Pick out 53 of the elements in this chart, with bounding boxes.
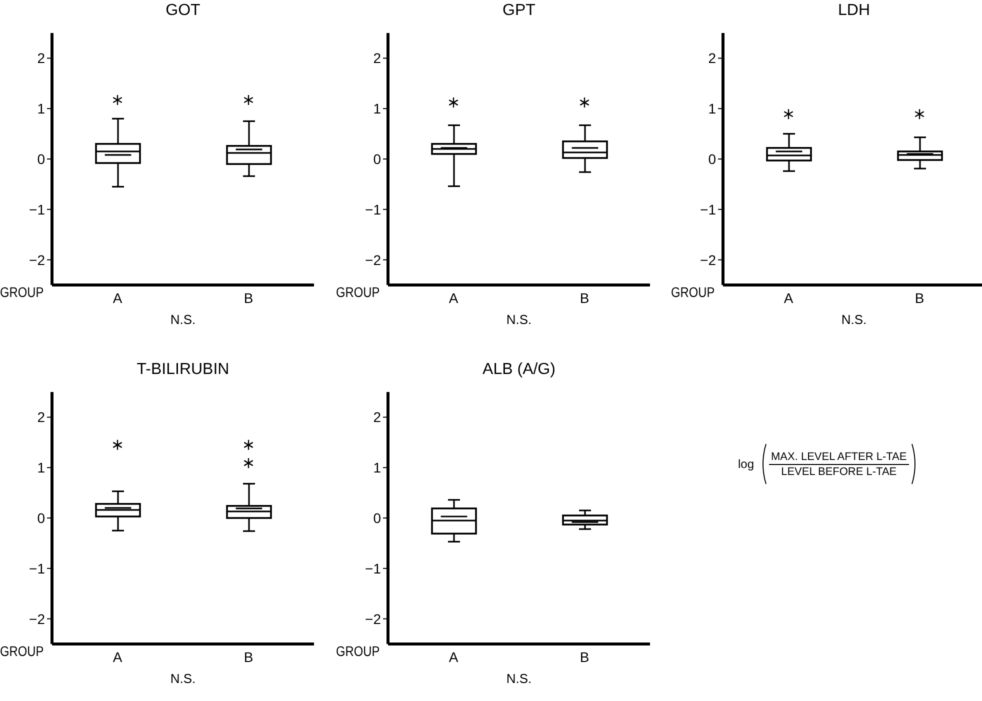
text: log (738, 457, 754, 471)
x-axis-title: GROUP (671, 284, 715, 300)
text: N.S. (505, 671, 533, 686)
y-tick-label: 1 (373, 100, 382, 117)
chart-title: T-BILIRUBIN (136, 361, 230, 379)
text: LEVEL BEFORE L-TAE (780, 464, 898, 478)
y-tick-label: −2 (365, 610, 382, 627)
x-tick-label: B (580, 648, 590, 665)
chart-title: ALB (A/G) (482, 361, 556, 379)
y-tick-label: 2 (37, 50, 46, 66)
chart-title: GOT (164, 2, 202, 20)
y-tick-label: 2 (708, 50, 716, 66)
y-tick-label: −1 (700, 201, 716, 218)
y-tick-label: 1 (373, 460, 382, 476)
text: N.S. (169, 312, 197, 327)
y-tick-label: 0 (708, 150, 716, 167)
x-tick-label: B (244, 648, 254, 665)
x-tick-label: B (244, 290, 254, 306)
x-tick-label: A (112, 290, 123, 306)
y-tick-label: 1 (37, 100, 46, 117)
y-tick-label: −2 (700, 252, 716, 268)
y-tick-label: 1 (708, 100, 716, 117)
x-tick-label: A (448, 290, 459, 306)
y-tick-label: −1 (365, 560, 382, 576)
x-axis-title: GROUP (0, 284, 44, 300)
text: N.S. (169, 671, 197, 686)
text: MAX. LEVEL AFTER L-TAE (770, 450, 908, 464)
x-tick-label: A (784, 290, 794, 306)
y-tick-label: 2 (37, 409, 46, 426)
y-tick-label: −1 (29, 560, 46, 576)
y-tick-label: 0 (37, 510, 46, 526)
x-axis-title: GROUP (0, 643, 44, 659)
y-tick-label: 0 (37, 150, 46, 167)
text: N.S. (505, 312, 533, 327)
y-tick-label: −2 (29, 610, 46, 627)
y-tick-label: 2 (373, 50, 382, 66)
text: N.S. (840, 312, 868, 327)
y-tick-label: −1 (29, 201, 46, 218)
x-tick-label: B (580, 290, 590, 306)
x-tick-label: A (448, 648, 459, 665)
x-tick-label: B (914, 290, 924, 306)
y-tick-label: −1 (365, 201, 382, 218)
y-tick-label: −2 (365, 252, 382, 268)
chart-title: GPT (502, 2, 536, 20)
x-axis-title: GROUP (336, 643, 380, 659)
y-tick-label: 0 (373, 510, 382, 526)
x-tick-label: A (112, 648, 123, 665)
y-tick-label: 2 (373, 409, 382, 426)
y-tick-label: 1 (37, 460, 46, 476)
y-tick-label: 0 (373, 150, 382, 167)
y-tick-label: −2 (29, 252, 46, 268)
x-axis-title: GROUP (336, 284, 380, 300)
chart-title: LDH (836, 2, 871, 20)
